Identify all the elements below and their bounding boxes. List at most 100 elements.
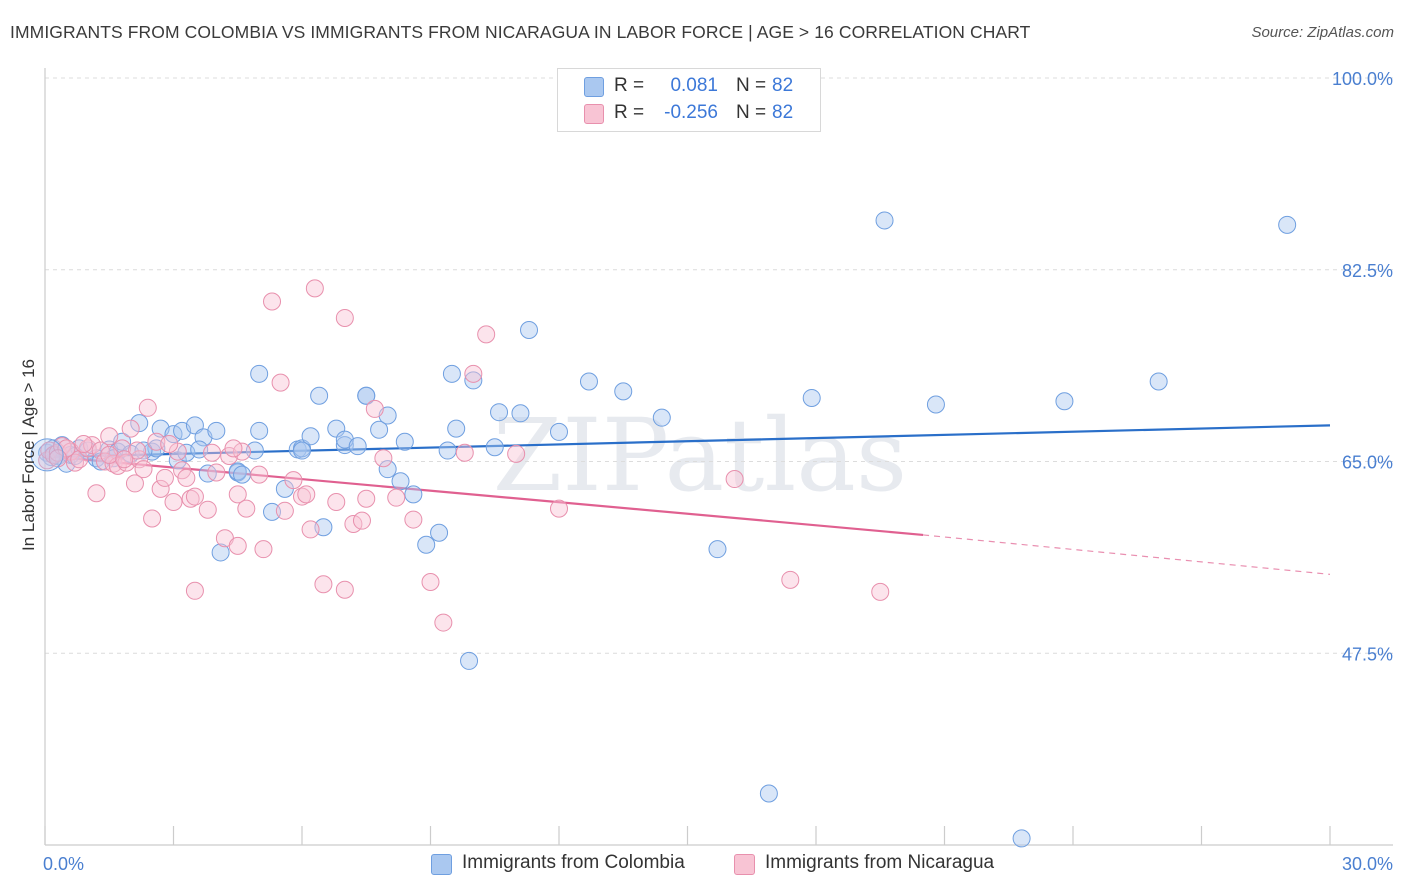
data-point-colombia xyxy=(348,437,367,456)
data-point-nicaragua xyxy=(550,499,568,518)
data-point-nicaragua xyxy=(143,509,162,528)
data-point-nicaragua xyxy=(455,443,474,462)
legend-swatch-nicaragua xyxy=(584,104,604,124)
trend-line-nicaragua xyxy=(44,454,924,537)
data-point-colombia xyxy=(511,404,530,423)
data-point-nicaragua xyxy=(207,463,226,482)
data-point-colombia xyxy=(335,436,354,455)
data-point-nicaragua xyxy=(781,570,800,589)
data-point-nicaragua xyxy=(352,511,371,530)
data-point-colombia xyxy=(1055,392,1074,411)
data-point-nicaragua xyxy=(125,474,144,493)
data-point-nicaragua xyxy=(198,500,217,519)
data-point-colombia xyxy=(301,427,320,446)
trend-line-colombia xyxy=(44,424,1331,459)
data-point-nicaragua xyxy=(128,441,147,460)
data-point-nicaragua xyxy=(314,575,333,594)
data-point-nicaragua xyxy=(263,292,282,311)
data-point-nicaragua xyxy=(464,364,483,383)
data-point-nicaragua xyxy=(327,493,346,512)
legend-swatch-colombia xyxy=(584,77,604,97)
data-point-colombia xyxy=(708,540,727,559)
data-point-colombia xyxy=(263,502,282,521)
series-legend: Immigrants from Colombia Immigrants from… xyxy=(0,852,1406,878)
source-label: Source: ZipAtlas.com xyxy=(1251,24,1394,41)
data-point-nicaragua xyxy=(250,465,269,484)
legend-r-value: 0.081 xyxy=(670,75,718,96)
y-tick-label: 47.5% xyxy=(1342,644,1393,664)
data-point-colombia xyxy=(250,421,269,440)
legend-r-label: R = xyxy=(614,102,645,123)
data-point-nicaragua xyxy=(203,443,222,462)
x-tick-label: 30.0% xyxy=(1342,854,1393,874)
correlation-legend: R = 0.081 N = 82 R = -0.256 N = 82 xyxy=(557,68,821,132)
y-tick-label: 65.0% xyxy=(1342,453,1393,473)
data-point-nicaragua xyxy=(224,439,243,458)
data-point-nicaragua xyxy=(374,449,393,468)
data-point-colombia xyxy=(442,364,461,383)
legend-r-value: -0.256 xyxy=(664,102,718,123)
data-point-nicaragua xyxy=(421,573,440,592)
data-point-nicaragua xyxy=(138,398,157,417)
data-point-colombia xyxy=(614,382,633,401)
data-point-colombia xyxy=(233,465,252,484)
data-point-colombia xyxy=(293,441,311,460)
data-point-colombia xyxy=(1012,829,1031,848)
data-point-colombia xyxy=(130,414,149,433)
data-point-colombia xyxy=(438,441,457,460)
data-point-nicaragua xyxy=(100,427,119,446)
watermark: ZIPatlas xyxy=(493,397,908,514)
data-point-colombia xyxy=(460,651,479,670)
data-point-colombia xyxy=(802,388,821,407)
data-point-nicaragua xyxy=(185,487,204,506)
data-point-nicaragua xyxy=(335,308,354,327)
data-point-nicaragua xyxy=(271,373,290,392)
data-point-nicaragua xyxy=(301,520,320,539)
data-point-colombia xyxy=(357,386,376,405)
series-swatch-colombia xyxy=(431,854,452,875)
data-point-colombia xyxy=(490,403,509,422)
data-point-colombia xyxy=(926,395,945,414)
data-point-colombia xyxy=(759,784,778,803)
data-point-nicaragua xyxy=(177,468,196,487)
data-point-colombia xyxy=(430,523,449,542)
data-point-colombia xyxy=(550,422,568,441)
data-point-nicaragua xyxy=(477,325,496,344)
data-point-nicaragua xyxy=(237,499,256,518)
data-point-nicaragua xyxy=(100,445,119,464)
data-point-colombia xyxy=(485,438,504,457)
data-point-nicaragua xyxy=(121,419,140,438)
data-point-nicaragua xyxy=(130,450,149,469)
data-point-colombia xyxy=(579,372,598,391)
trend-line-dashed-nicaragua xyxy=(923,534,1331,575)
data-point-nicaragua xyxy=(155,468,174,487)
legend-n-label: N = xyxy=(736,75,767,96)
tick-labels: 47.5% 65.0% 82.5% 100.0% 0.0% 30.0% xyxy=(43,69,1393,874)
data-point-nicaragua xyxy=(160,434,179,453)
y-axis-label: In Labor Force | Age > 16 xyxy=(19,359,38,551)
data-point-colombia xyxy=(1149,372,1168,391)
data-point-nicaragua xyxy=(365,399,384,418)
data-point-nicaragua xyxy=(151,479,170,498)
data-point-colombia xyxy=(417,535,436,554)
data-point-colombia xyxy=(391,472,410,491)
data-point-colombia xyxy=(378,460,397,479)
series-label-colombia: Immigrants from Colombia xyxy=(462,852,685,873)
data-point-nicaragua xyxy=(87,484,106,503)
watermark-text: ZIPatlas xyxy=(493,397,908,514)
data-point-nicaragua xyxy=(297,485,316,504)
y-tick-label: 100.0% xyxy=(1332,69,1393,89)
data-point-nicaragua xyxy=(725,470,744,489)
legend-n-value: 82 xyxy=(772,75,794,96)
data-point-nicaragua xyxy=(228,485,247,504)
data-point-colombia xyxy=(464,371,483,390)
data-point-nicaragua xyxy=(275,501,294,520)
data-point-colombia xyxy=(652,408,671,427)
data-point-nicaragua xyxy=(74,434,93,453)
data-point-colombia-cluster xyxy=(30,438,64,472)
data-point-colombia xyxy=(447,419,466,438)
data-point-nicaragua xyxy=(134,460,153,479)
data-point-colombia xyxy=(134,441,153,460)
data-point-nicaragua xyxy=(871,582,890,601)
